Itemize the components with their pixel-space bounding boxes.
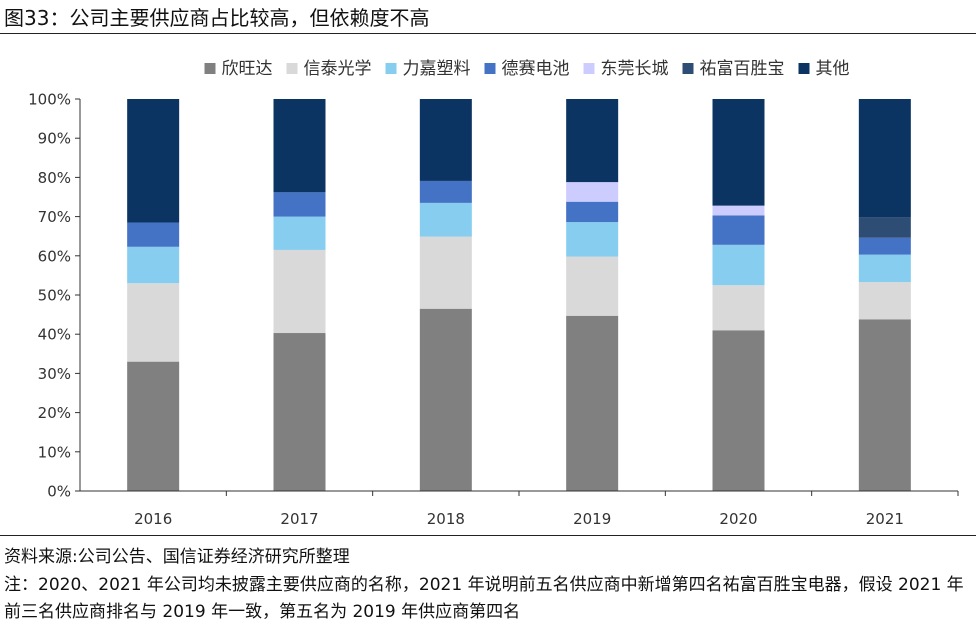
bar-segment (712, 205, 765, 216)
bar-segment (566, 315, 619, 491)
legend-item: 其他 (798, 59, 850, 79)
legend-label: 其他 (816, 59, 850, 79)
stacked-bar-chart: 欣旺达 信泰光学 力嘉塑料 德赛电池 东莞长城 祐富百胜宝 其他 0% 10% 20% 30% 40… (28, 58, 959, 528)
bar-segment (712, 244, 765, 286)
legend: 欣旺达 信泰光学 力嘉塑料 德赛电池 东莞长城 祐富百胜宝 其他 (204, 58, 850, 79)
legend-item: 德赛电池 (484, 58, 570, 79)
bar-segment (127, 222, 180, 247)
legend-swatch (583, 63, 595, 74)
source-text: 资料来源:公司公告、国信证券经济研究所整理 (4, 547, 350, 567)
legend-label: 祐富百胜宝 (700, 59, 785, 79)
x-axis: 2016 2017 2018 2019 2020 2021 (80, 490, 959, 528)
legend-label: 德赛电池 (502, 58, 570, 79)
y-axis: 0% 10% 20% 30% 40% 50% 60% 70% 80% 90% 100% (28, 91, 81, 501)
y-tick-label: 20% (38, 404, 71, 422)
legend-swatch (484, 63, 496, 74)
legend-item: 东莞长城 (583, 59, 669, 79)
bar-segment (273, 333, 326, 491)
bar-segment (566, 222, 619, 257)
legend-label: 信泰光学 (304, 59, 372, 79)
legend-swatch (682, 63, 694, 74)
y-tick-label: 40% (38, 326, 71, 344)
legend-label: 东莞长城 (601, 59, 669, 79)
bar-segment (127, 361, 180, 491)
bar-segment (273, 99, 326, 193)
bar-segment (273, 249, 326, 334)
bar-segment (273, 192, 326, 217)
figure-title: 图33：公司主要供应商占比较高，但依赖度不高 (4, 6, 430, 30)
legend-item: 欣旺达 (204, 59, 273, 79)
x-tick-label: 2019 (573, 510, 611, 528)
bar-segment (127, 246, 180, 284)
y-tick-label: 30% (38, 365, 71, 383)
x-tick-label: 2016 (134, 510, 172, 528)
x-tick-label: 2017 (280, 510, 318, 528)
bar-segment (858, 254, 911, 283)
bar-segment (566, 99, 619, 183)
y-tick-label: 0% (47, 483, 71, 501)
y-tick-label: 10% (38, 443, 71, 461)
bar-segment (712, 215, 765, 245)
footer-divider (0, 535, 976, 536)
note-text: 注：2020、2021 年公司均未披露主要供应商的名称，2021 年说明前五名供… (4, 575, 964, 622)
bar-segment (419, 202, 472, 237)
bar-segment (712, 285, 765, 331)
x-tick-label: 2018 (427, 510, 465, 528)
bar-segment (858, 282, 911, 320)
bar-segment (419, 236, 472, 309)
bar-segment (273, 216, 326, 250)
legend-swatch (385, 63, 397, 74)
y-tick-label: 70% (38, 208, 71, 226)
y-tick-label: 90% (38, 130, 71, 148)
legend-swatch (286, 63, 298, 74)
y-tick-label: 50% (38, 287, 71, 305)
legend-item: 祐富百胜宝 (682, 59, 785, 79)
legend-swatch (798, 63, 810, 74)
legend-swatch (204, 63, 216, 74)
bar-segment (419, 99, 472, 181)
legend-label: 力嘉塑料 (403, 59, 471, 79)
bar-segment (419, 308, 472, 491)
y-tick-label: 60% (38, 247, 71, 265)
bar-segment (566, 201, 619, 223)
bar-segment (858, 319, 911, 491)
bar-segment (858, 217, 911, 238)
x-tick-label: 2020 (719, 510, 757, 528)
x-tick-label: 2021 (866, 510, 904, 528)
bar-segment (566, 256, 619, 316)
bar-segment (419, 180, 472, 203)
title-divider (0, 33, 976, 34)
bar-segment (566, 182, 619, 202)
bar-segment (127, 283, 180, 362)
bar-segment (127, 99, 180, 223)
y-tick-label: 80% (38, 169, 71, 187)
bar-segment (712, 99, 765, 206)
legend-item: 信泰光学 (286, 59, 372, 79)
bar-segment (858, 237, 911, 255)
y-tick-label: 100% (28, 91, 71, 109)
legend-item: 力嘉塑料 (385, 59, 471, 79)
legend-label: 欣旺达 (222, 59, 273, 79)
bar-segment (858, 99, 911, 218)
bars (127, 99, 911, 491)
bar-segment (712, 330, 765, 491)
